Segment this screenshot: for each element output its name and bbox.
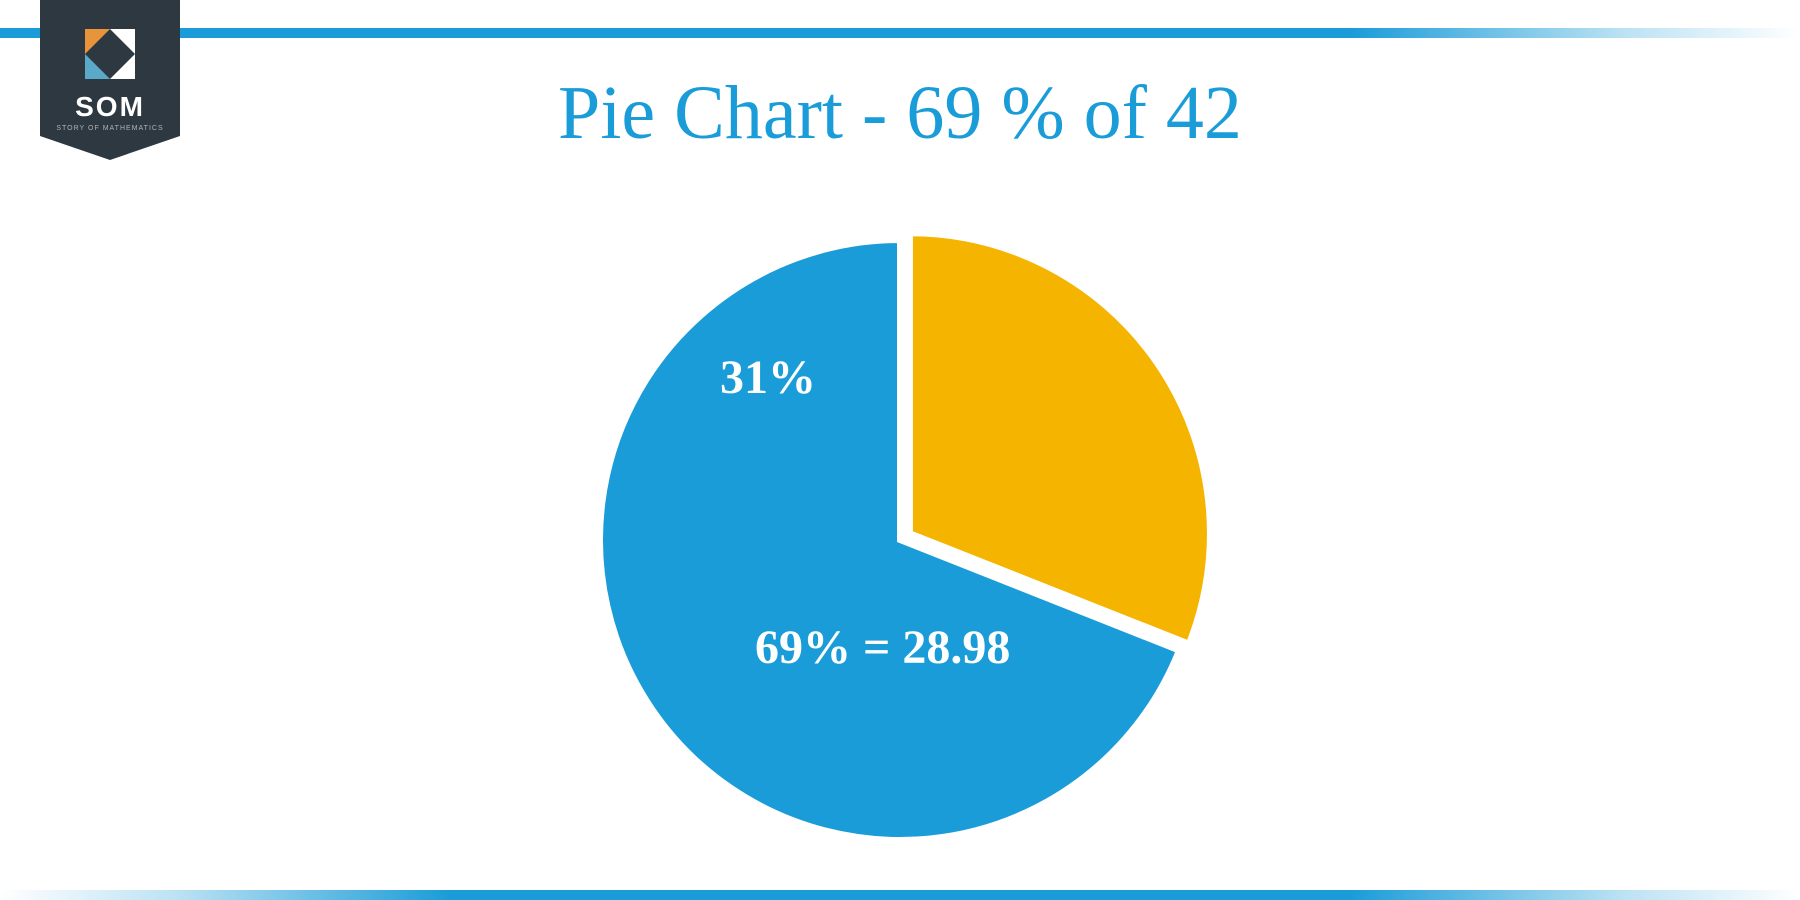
bottom-accent-bar bbox=[0, 890, 1800, 900]
slice-label-small: 31% bbox=[720, 350, 816, 405]
chart-title: Pie Chart - 69 % of 42 bbox=[0, 70, 1800, 157]
pie-svg bbox=[580, 220, 1220, 860]
top-accent-bar bbox=[0, 28, 1800, 38]
logo-badge: SOM STORY OF MATHEMATICS bbox=[40, 0, 180, 160]
logo-icon bbox=[85, 29, 135, 79]
logo-subtext: STORY OF MATHEMATICS bbox=[56, 125, 163, 132]
logo-text: SOM bbox=[75, 91, 145, 123]
pie-chart: 31% 69% = 28.98 bbox=[580, 220, 1220, 860]
slice-label-large: 69% = 28.98 bbox=[755, 620, 1010, 675]
